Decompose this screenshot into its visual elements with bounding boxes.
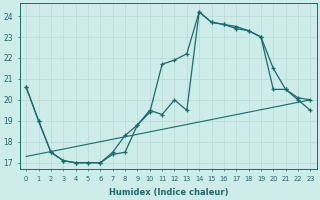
X-axis label: Humidex (Indice chaleur): Humidex (Indice chaleur) bbox=[108, 188, 228, 197]
